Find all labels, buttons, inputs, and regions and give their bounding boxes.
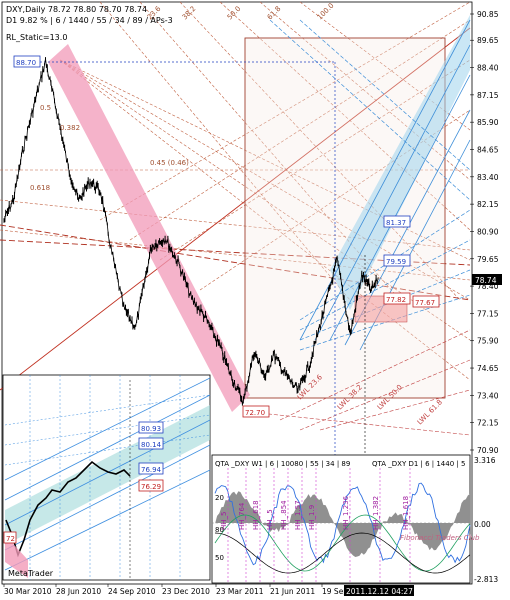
indicator-label: RL_Static=13.0 [6, 33, 67, 42]
osc-y-bottom: -2.813 [474, 575, 498, 584]
x-tick-label: 23 Dec 2010 [162, 587, 210, 596]
y-tick-label: 90.85 [477, 10, 499, 19]
x-tick-label: 23 Mar 2011 [216, 587, 264, 596]
range-box [244, 37, 446, 399]
fan-lines [0, 1, 471, 455]
osc-marker-label: HH_.5 [266, 509, 274, 530]
price-series [3, 57, 379, 406]
current-price-tag [472, 274, 502, 285]
osc-marker-label: HH_1.236 [342, 495, 350, 530]
inset-label: MetaTrader [8, 569, 54, 578]
osc-credit: Fibonacci Traders Club [400, 534, 480, 542]
x-tick-label: 21 Jun 2011 [270, 587, 315, 596]
x-tick-label: 28 Jun 2010 [56, 587, 101, 596]
osc-marker-label: HH_1.618 [402, 496, 410, 530]
channel-label: 0.45 (0.46) [150, 159, 189, 167]
chart-subtitle: D1 9.82 % | 6 / 1440 / 55 / 34 / 89 / AP… [6, 16, 173, 25]
inset-marker-label: 76.29 [141, 483, 161, 491]
y-tick-label: 87.15 [477, 91, 499, 100]
inset-marker-box [138, 462, 164, 475]
inset-marker-box [138, 479, 164, 492]
price-marker-box [242, 405, 270, 418]
price-line [3, 58, 379, 405]
osc-marker-label: HH_764 [238, 502, 246, 530]
inset-marker-label: 72 [6, 535, 15, 543]
osc-marker-label: HH_1.9 [308, 505, 316, 530]
price-marker-label: 79.59 [386, 258, 406, 266]
y-tick-label: 88.40 [477, 64, 499, 73]
y-tick-label: 72.15 [477, 419, 499, 428]
y-tick-label: 89.65 [477, 36, 499, 45]
price-marker-box [383, 254, 411, 267]
y-tick-label: 74.65 [477, 364, 499, 373]
y-tick-label: 79.65 [477, 255, 499, 264]
inset-marker-box [138, 437, 164, 450]
inset-marker-label: 76.94 [141, 466, 162, 474]
osc-y-top: 3.316 [474, 456, 496, 465]
x-tick-label: 30 Mar 2010 [4, 587, 52, 596]
blue-channel [330, 15, 470, 310]
price-marker-box [412, 295, 440, 308]
current-price: 78.74 [475, 276, 497, 285]
price-marker-box [383, 292, 411, 305]
oscillator-panel: QTA _DXY W1 | 6 | 10080 | 55 | 34 | 89 Q… [211, 454, 498, 584]
price-marker-label: 77.67 [415, 299, 435, 307]
y-tick-label: 83.40 [477, 173, 499, 182]
osc-marker-label: HH_5 [220, 512, 228, 530]
y-axis: 90.85 89.65 88.40 87.15 85.90 84.65 83.40 82.15… [470, 10, 499, 455]
y-tick-label: 78.40 [477, 282, 499, 291]
pink-band [48, 44, 250, 412]
osc-y-mid: 0.00 [474, 520, 491, 529]
channel-label: 0.618 [30, 184, 50, 192]
trend-line [0, 27, 471, 391]
osc-left-3: 50 [215, 554, 224, 562]
y-tick-label: 85.90 [477, 118, 499, 127]
x-axis: 30 Mar 2010 28 Jun 2010 24 Sep 2010 23 Dec … [3, 584, 370, 596]
osc-marker-label: HH_.854 [280, 500, 288, 530]
inset-marker-label: 80.14 [141, 441, 162, 449]
osc-left-2: 80 [215, 526, 224, 534]
osc-marker-label: HH_1.382 [372, 496, 380, 530]
y-tick-label: 77.15 [477, 309, 499, 318]
channel-label: 0.5 [40, 104, 51, 112]
y-tick-label: 84.65 [477, 145, 499, 154]
x-tick-label: 24 Sep 2010 [108, 587, 156, 596]
price-marker-label: 81.37 [386, 219, 406, 227]
inset-marker-box [3, 531, 17, 544]
inset-marker-box [138, 421, 164, 434]
y-tick-label: 80.90 [477, 227, 499, 236]
y-tick-label: 82.15 [477, 200, 499, 209]
chart-title: DXY,Daily 78.72 78.80 78.70 78.74 [6, 5, 147, 14]
price-marker-box [383, 215, 411, 228]
osc-header-right: QTA _DXY D1 | 6 | 1440 | 5 [372, 460, 465, 468]
y-tick-label: 73.40 [477, 391, 499, 400]
channel-label: 0.382 [60, 124, 80, 132]
price-marker-label: 77.82 [386, 296, 406, 304]
current-time-label: 2011.12.12 04:27 [346, 587, 413, 596]
price-marker-box [13, 55, 41, 68]
osc-marker-label: HH_1.57 [294, 500, 302, 530]
price-marker-label: 72.70 [245, 409, 265, 417]
inset-panel: MetaTrader 80.93 80.14 76.94 76.29 72 [2, 374, 211, 581]
osc-header-left: QTA _DXY W1 | 6 | 10080 | 55 | 34 | 89 [215, 460, 350, 468]
y-tick-label: 75.90 [477, 337, 499, 346]
osc-marker-label: HH_.618 [252, 500, 260, 530]
price-marker-label: 88.70 [16, 59, 36, 67]
price-markers: 88.70 81.37 79.59 77.82 77.67 72.70 [13, 55, 440, 418]
osc-left-1: 20 [215, 494, 224, 502]
y-tick-label: 70.90 [477, 446, 499, 455]
inset-marker-label: 80.93 [141, 425, 161, 433]
